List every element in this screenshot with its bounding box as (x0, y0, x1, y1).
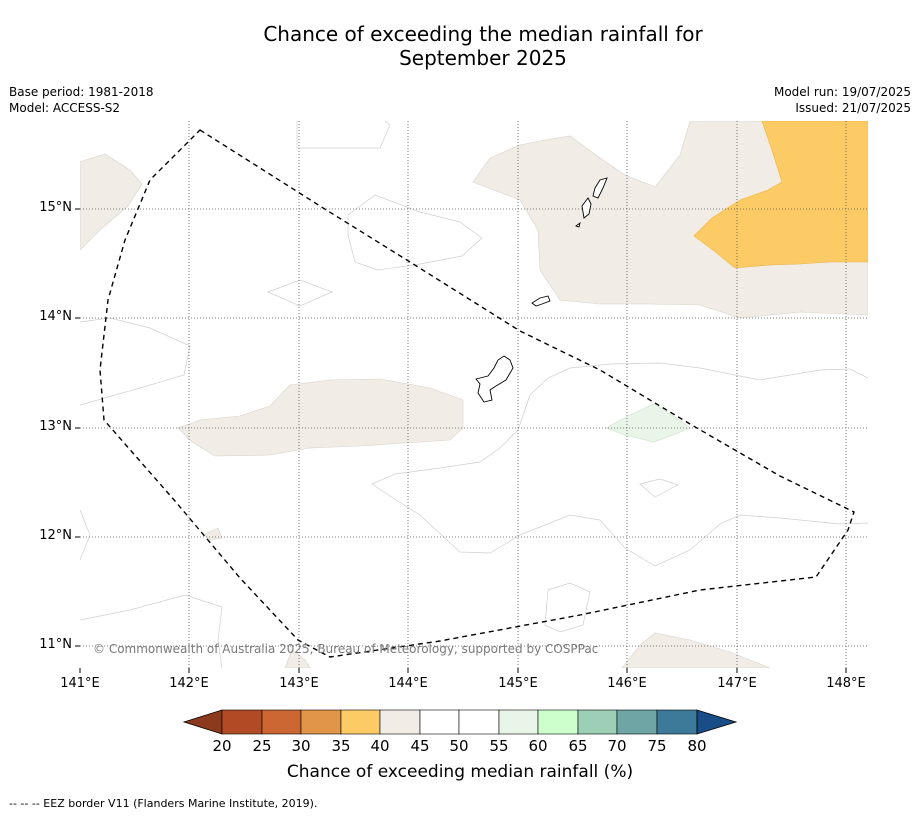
lon-label-143e: 143°E (279, 676, 319, 691)
axis-ticks (75, 208, 847, 673)
lat-label-12n: 12°N (39, 528, 72, 543)
model-name: Model: ACCESS-S2 (9, 101, 121, 115)
lon-label-144e: 144°E (388, 676, 428, 691)
model-run: Model run: 19/07/2025 (773, 85, 911, 99)
colorbar-cell-30-35 (300, 709, 342, 735)
colorbar-tick-80: 80 (687, 737, 707, 755)
lon-label-146e: 146°E (607, 676, 647, 691)
rainfall-region-40-45-south (284, 649, 311, 668)
colorbar-cell-25-30 (261, 709, 302, 735)
saipan-island (592, 177, 608, 199)
meta-left: Base period: 1981-2018 Model: ACCESS-S2 (9, 84, 154, 116)
colorbar-tick-75: 75 (647, 737, 667, 755)
rainfall-region-35-40-northeast (693, 121, 868, 269)
lat-label-15n: 15°N (39, 200, 72, 215)
map-plot-area (80, 121, 868, 668)
colorbar-cell-40-45 (379, 709, 421, 735)
eez-footnote: -- -- -- EEZ border V11 (Flanders Marine… (9, 797, 318, 810)
colorbar-tick-50: 50 (449, 737, 469, 755)
colorbar-cell-75-80 (656, 709, 698, 735)
colorbar-tick-45: 45 (410, 737, 430, 755)
colorbar-tick-60: 60 (528, 737, 548, 755)
lon-label-147e: 147°E (717, 676, 757, 691)
chart-title: Chance of exceeding the median rainfall … (0, 22, 919, 70)
colorbar-cell-55-60 (498, 709, 539, 735)
guam-island (475, 355, 514, 403)
colorbar-tick-30: 30 (291, 737, 311, 755)
colorbar-cell-45-50 (419, 709, 460, 735)
lat-label-13n: 13°N (39, 419, 72, 434)
colorbar-arrow-high (696, 709, 738, 735)
colorbar-cell-60-65 (537, 709, 579, 735)
colorbar-cell-65-70 (577, 709, 618, 735)
colorbar-cell-20-25 (221, 709, 263, 735)
rainfall-region-40-45-west (177, 378, 464, 457)
colorbar-tick-20: 20 (212, 737, 232, 755)
eez-border (99, 129, 855, 658)
lon-label-141e: 141°E (60, 676, 100, 691)
gridlines (80, 121, 868, 668)
rainfall-region-40-45-southeast (621, 632, 771, 668)
meta-right: Model run: 19/07/2025 Issued: 21/07/2025 (774, 84, 911, 116)
colorbar-cell-70-75 (616, 709, 658, 735)
colorbar (182, 709, 738, 735)
title-line-1: Chance of exceeding the median rainfall … (263, 22, 703, 46)
colorbar-tick-70: 70 (607, 737, 627, 755)
colorbar-tick-65: 65 (568, 737, 588, 755)
lon-label-145e: 145°E (498, 676, 538, 691)
base-period: Base period: 1981-2018 (9, 85, 154, 99)
copyright-notice: © Commonwealth of Australia 2025, Bureau… (93, 642, 599, 656)
colorbar-arrow-low (182, 709, 223, 735)
colorbar-tick-40: 40 (370, 737, 390, 755)
tinian-island (581, 197, 592, 219)
colorbar-label: Chance of exceeding median rainfall (%) (286, 762, 634, 782)
aguijan-island (575, 221, 581, 228)
colorbar-cell-35-40 (340, 709, 381, 735)
issued-date: Issued: 21/07/2025 (795, 101, 911, 115)
lat-label-11n: 11°N (39, 637, 72, 652)
islands (475, 177, 608, 403)
lat-label-14n: 14°N (39, 309, 72, 324)
contour-lines (80, 121, 868, 668)
rainfall-region-40-45-northwest (80, 153, 143, 251)
title-line-2: September 2025 (399, 46, 567, 70)
rota-island (531, 295, 551, 307)
colorbar-tick-55: 55 (489, 737, 509, 755)
colorbar-cell-50-55 (458, 709, 500, 735)
lon-label-142e: 142°E (169, 676, 209, 691)
lon-label-148e: 148°E (826, 676, 866, 691)
colorbar-tick-35: 35 (331, 737, 351, 755)
rainfall-region-40-45-northeast (472, 121, 868, 319)
colorbar-tick-25: 25 (252, 737, 272, 755)
